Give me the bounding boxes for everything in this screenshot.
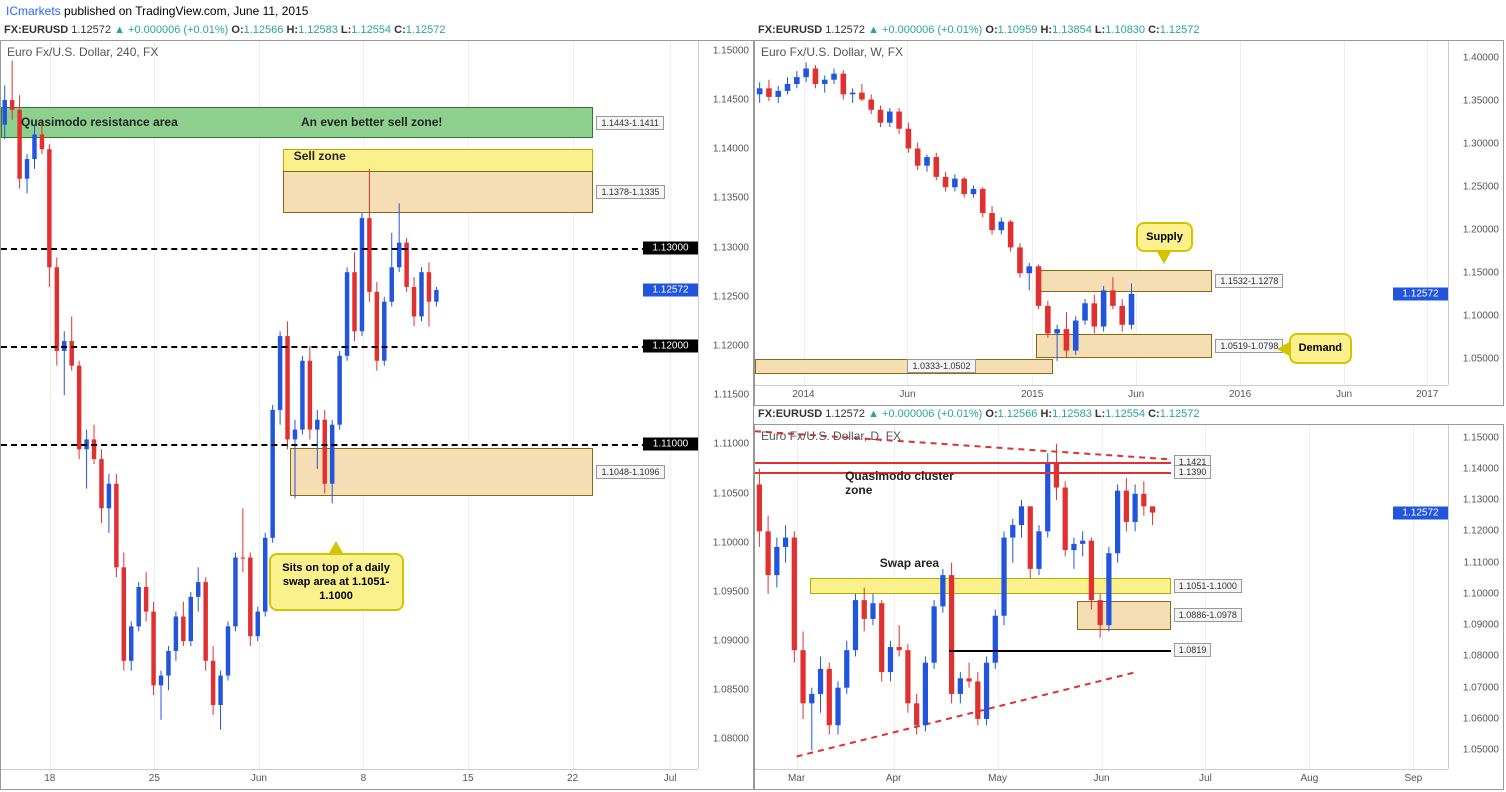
left-panel: FX:EURUSD 1.12572 ▲ +0.000006 (+0.01%) O… <box>0 22 754 790</box>
publisher-link[interactable]: ICmarkets <box>6 4 61 18</box>
header-text: published on TradingView.com, June 11, 2… <box>61 4 309 18</box>
right-top-panel: FX:EURUSD 1.12572 ▲ +0.000006 (+0.01%) O… <box>754 22 1504 406</box>
rt-yaxis: 1.400001.350001.300001.250001.200001.150… <box>1448 41 1503 385</box>
rb-yaxis: 1.150001.140001.130001.120001.110001.100… <box>1448 425 1503 769</box>
left-info-bar: FX:EURUSD 1.12572 ▲ +0.000006 (+0.01%) O… <box>0 22 754 40</box>
rt-info-bar: FX:EURUSD 1.12572 ▲ +0.000006 (+0.01%) O… <box>754 22 1504 40</box>
rb-info-bar: FX:EURUSD 1.12572 ▲ +0.000006 (+0.01%) O… <box>754 406 1504 424</box>
rt-xaxis: 2014Jun2015Jun2016Jun2017 <box>755 385 1448 405</box>
left-chart-frame[interactable]: Euro Fx/U.S. Dollar, 240, FX 1.1443-1.14… <box>0 40 754 790</box>
rb-chart-frame[interactable]: Euro Fx/U.S. Dollar, D, FX 1.1051-1.1000… <box>754 424 1504 790</box>
left-plot[interactable]: 1.1443-1.14111.1378-1.13351.1048-1.1096Q… <box>1 41 698 769</box>
left-yaxis: 1.150001.145001.140001.135001.130001.125… <box>698 41 753 769</box>
left-xaxis: 1825Jun81522Jul <box>1 769 698 789</box>
rt-chart-frame[interactable]: Euro Fx/U.S. Dollar, W, FX 1.1532-1.1278… <box>754 40 1504 406</box>
rb-plot[interactable]: 1.1051-1.1000Swap area1.0886-1.09781.142… <box>755 425 1448 769</box>
rb-xaxis: MarAprMayJunJulAugSep <box>755 769 1448 789</box>
chart-title: Euro Fx/U.S. Dollar, 240, FX <box>7 45 158 59</box>
right-bot-panel: FX:EURUSD 1.12572 ▲ +0.000006 (+0.01%) O… <box>754 406 1504 790</box>
symbol: FX:EURUSD <box>4 24 68 36</box>
rt-plot[interactable]: 1.1532-1.12781.0519-1.07981.0333-1.0502S… <box>755 41 1448 385</box>
page-header: ICmarkets published on TradingView.com, … <box>0 0 1506 22</box>
